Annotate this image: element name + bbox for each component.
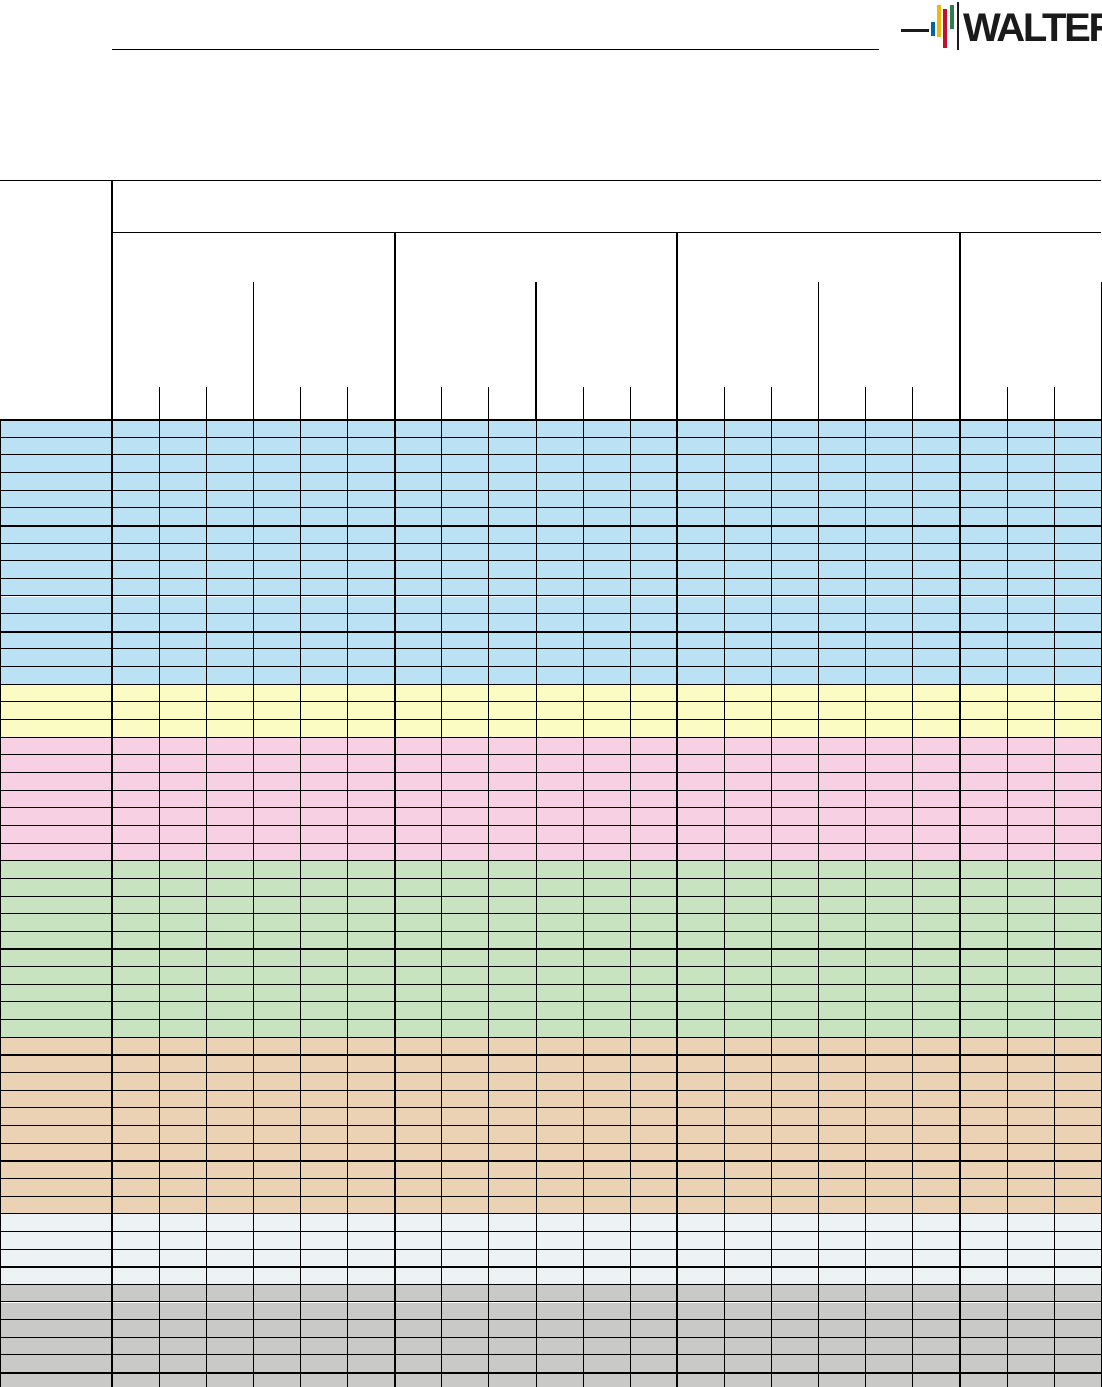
- svg-text:WALTER: WALTER: [963, 6, 1102, 50]
